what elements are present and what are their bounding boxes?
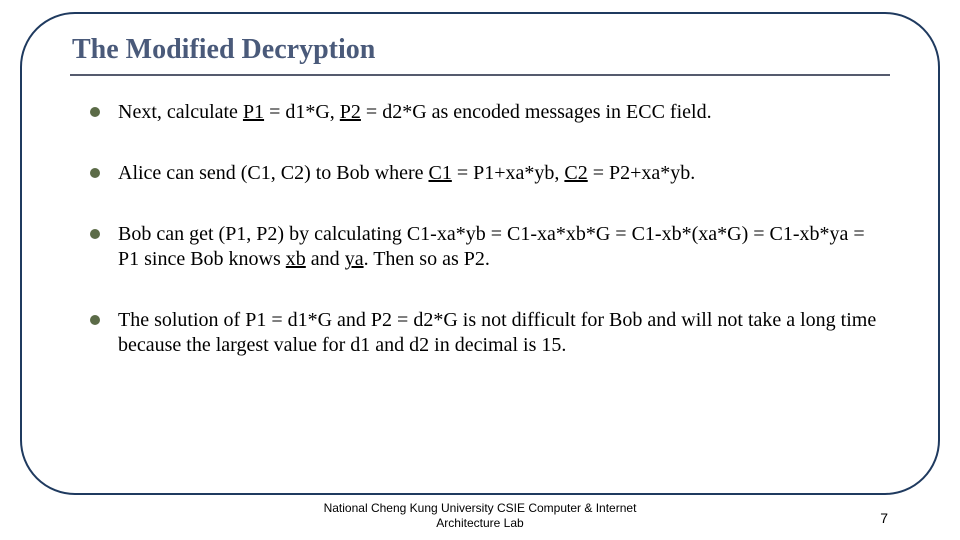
spacer — [90, 272, 882, 308]
slide-title: The Modified Decryption — [72, 34, 375, 66]
underlined-term: P1 — [243, 101, 264, 123]
bullet-text: . Then so as P2. — [364, 248, 490, 270]
bullet-text: Next, calculate — [118, 101, 243, 123]
bullet-text: = P2+xa*yb. — [588, 162, 696, 184]
bullet-text: Alice can send (C1, C2) to Bob where — [118, 162, 428, 184]
spacer — [90, 186, 882, 222]
spacer — [90, 125, 882, 161]
bullet-text: = d2*G as encoded messages in ECC field. — [361, 101, 712, 123]
bullet-item: Bob can get (P1, P2) by calculating C1-x… — [90, 222, 882, 272]
content-area: Next, calculate P1 = d1*G, P2 = d2*G as … — [90, 100, 882, 358]
footer: National Cheng Kung University CSIE Comp… — [0, 501, 960, 530]
bullet-text: The solution of P1 = d1*G and P2 = d2*G … — [118, 309, 876, 356]
underlined-term: P2 — [340, 101, 361, 123]
footer-line: Architecture Lab — [436, 516, 523, 530]
underlined-term: C2 — [564, 162, 587, 184]
bullet-text: and — [306, 248, 345, 270]
underlined-term: xb — [286, 248, 306, 270]
bullet-item: Alice can send (C1, C2) to Bob where C1 … — [90, 161, 882, 186]
footer-line: National Cheng Kung University CSIE Comp… — [324, 501, 637, 515]
bullet-item: Next, calculate P1 = d1*G, P2 = d2*G as … — [90, 100, 882, 125]
bullet-text: = P1+xa*yb, — [452, 162, 565, 184]
bullet-item: The solution of P1 = d1*G and P2 = d2*G … — [90, 308, 882, 358]
bullet-text: Bob can get (P1, P2) by calculating C1-x… — [118, 223, 865, 270]
title-underline — [70, 74, 890, 76]
underlined-term: C1 — [428, 162, 451, 184]
bullet-text: = d1*G, — [264, 101, 340, 123]
underlined-term: ya — [345, 248, 364, 270]
page-number: 7 — [880, 510, 888, 526]
slide: The Modified Decryption Next, calculate … — [0, 0, 960, 540]
